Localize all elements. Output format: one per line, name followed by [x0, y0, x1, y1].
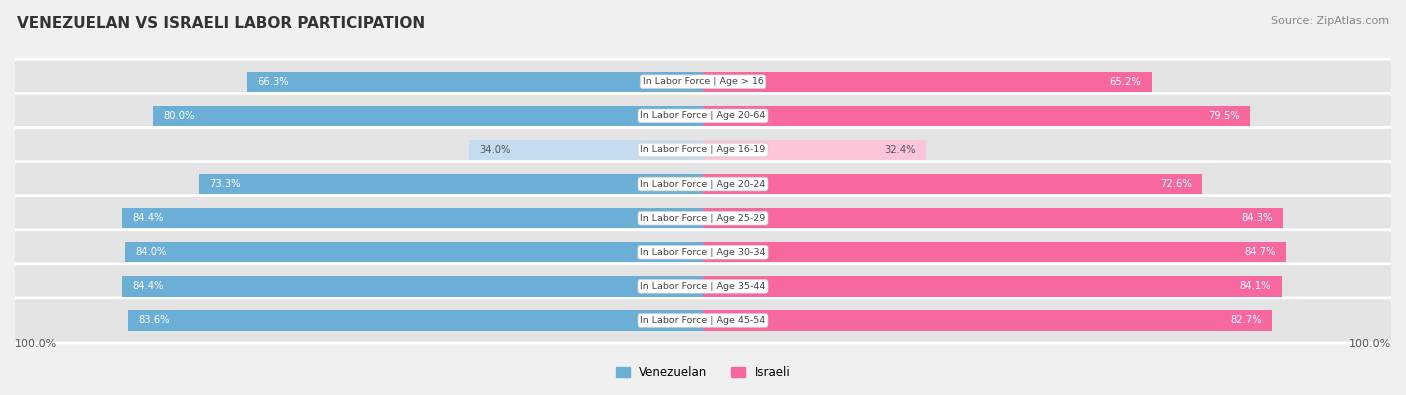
Text: In Labor Force | Age > 16: In Labor Force | Age > 16: [643, 77, 763, 86]
Text: 66.3%: 66.3%: [257, 77, 288, 87]
Text: 100.0%: 100.0%: [1348, 339, 1391, 349]
Text: 79.5%: 79.5%: [1208, 111, 1240, 121]
FancyBboxPatch shape: [13, 162, 1393, 207]
Bar: [122, 208, 703, 228]
Bar: [703, 140, 927, 160]
Text: 100.0%: 100.0%: [15, 339, 58, 349]
Text: 84.4%: 84.4%: [132, 281, 165, 292]
Bar: [703, 242, 1285, 262]
Text: In Labor Force | Age 45-54: In Labor Force | Age 45-54: [640, 316, 766, 325]
Bar: [703, 310, 1272, 331]
Text: 80.0%: 80.0%: [163, 111, 194, 121]
Bar: [128, 310, 703, 331]
FancyBboxPatch shape: [13, 230, 1393, 275]
Bar: [470, 140, 703, 160]
Text: In Labor Force | Age 20-24: In Labor Force | Age 20-24: [640, 180, 766, 188]
Bar: [198, 174, 703, 194]
Bar: [125, 242, 703, 262]
Text: In Labor Force | Age 35-44: In Labor Force | Age 35-44: [640, 282, 766, 291]
Text: In Labor Force | Age 30-34: In Labor Force | Age 30-34: [640, 248, 766, 257]
Bar: [703, 208, 1284, 228]
Bar: [703, 105, 1250, 126]
Text: In Labor Force | Age 16-19: In Labor Force | Age 16-19: [640, 145, 766, 154]
FancyBboxPatch shape: [13, 59, 1393, 104]
Text: 32.4%: 32.4%: [884, 145, 915, 155]
Text: 82.7%: 82.7%: [1230, 316, 1261, 325]
Bar: [703, 174, 1202, 194]
Bar: [703, 276, 1282, 297]
FancyBboxPatch shape: [13, 93, 1393, 138]
Text: 72.6%: 72.6%: [1160, 179, 1192, 189]
Bar: [247, 71, 703, 92]
Bar: [703, 71, 1152, 92]
Bar: [122, 276, 703, 297]
Text: 84.0%: 84.0%: [135, 247, 167, 257]
Text: 84.3%: 84.3%: [1241, 213, 1272, 223]
Text: In Labor Force | Age 25-29: In Labor Force | Age 25-29: [640, 214, 766, 223]
Text: Source: ZipAtlas.com: Source: ZipAtlas.com: [1271, 16, 1389, 26]
Text: 83.6%: 83.6%: [138, 316, 170, 325]
FancyBboxPatch shape: [13, 298, 1393, 343]
Text: VENEZUELAN VS ISRAELI LABOR PARTICIPATION: VENEZUELAN VS ISRAELI LABOR PARTICIPATIO…: [17, 16, 425, 31]
Text: 84.7%: 84.7%: [1244, 247, 1275, 257]
FancyBboxPatch shape: [13, 196, 1393, 241]
Text: 84.1%: 84.1%: [1240, 281, 1271, 292]
FancyBboxPatch shape: [13, 128, 1393, 173]
FancyBboxPatch shape: [13, 264, 1393, 309]
Text: 34.0%: 34.0%: [479, 145, 510, 155]
Text: 65.2%: 65.2%: [1109, 77, 1142, 87]
Bar: [153, 105, 703, 126]
Legend: Venezuelan, Israeli: Venezuelan, Israeli: [616, 366, 790, 379]
Text: 73.3%: 73.3%: [209, 179, 240, 189]
Text: In Labor Force | Age 20-64: In Labor Force | Age 20-64: [640, 111, 766, 120]
Text: 84.4%: 84.4%: [132, 213, 165, 223]
